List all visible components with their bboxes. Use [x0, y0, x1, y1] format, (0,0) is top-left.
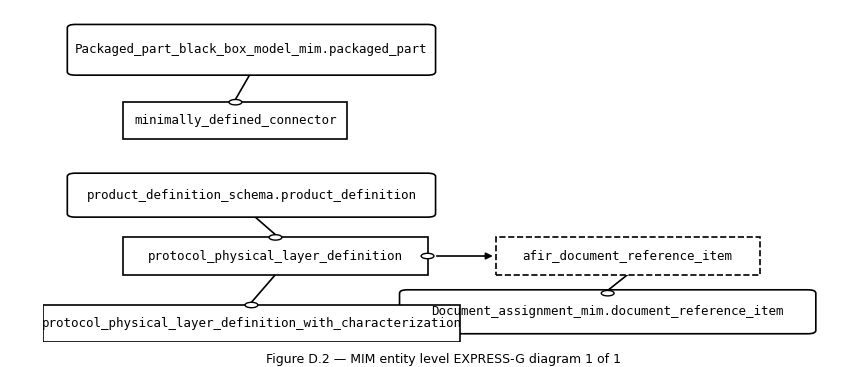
Text: afir_document_reference_item: afir_document_reference_item — [522, 250, 733, 262]
Text: product_definition_schema.product_definition: product_definition_schema.product_defini… — [86, 189, 416, 201]
FancyBboxPatch shape — [399, 290, 816, 334]
Bar — [123, 102, 348, 139]
Bar — [43, 305, 460, 342]
Bar — [123, 237, 427, 275]
Text: minimally_defined_connector: minimally_defined_connector — [134, 114, 337, 127]
Bar — [495, 237, 760, 275]
Circle shape — [421, 253, 434, 259]
Text: Document_assignment_mim.document_reference_item: Document_assignment_mim.document_referen… — [432, 305, 784, 318]
Circle shape — [601, 291, 614, 296]
Circle shape — [245, 302, 258, 308]
FancyBboxPatch shape — [67, 173, 436, 217]
Text: Packaged_part_black_box_model_mim.packaged_part: Packaged_part_black_box_model_mim.packag… — [75, 43, 427, 56]
Text: Figure D.2 — MIM entity level EXPRESS-G diagram 1 of 1: Figure D.2 — MIM entity level EXPRESS-G … — [266, 353, 621, 366]
Circle shape — [269, 235, 282, 240]
FancyBboxPatch shape — [67, 25, 436, 75]
Circle shape — [229, 99, 242, 105]
Text: protocol_physical_layer_definition_with_characterization: protocol_physical_layer_definition_with_… — [42, 317, 461, 330]
Text: protocol_physical_layer_definition: protocol_physical_layer_definition — [148, 250, 403, 262]
